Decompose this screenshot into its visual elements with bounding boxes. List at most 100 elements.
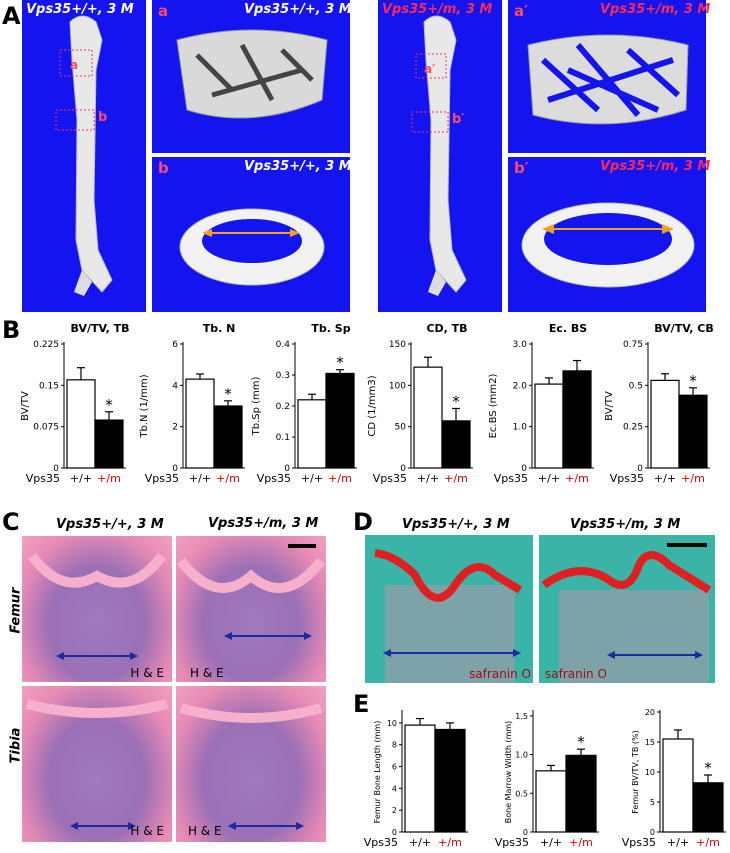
y-axis-label: Tb.Sp (mm) [251, 377, 262, 437]
significance-marker: * [704, 759, 712, 777]
safranin-mut: safranin O [539, 535, 715, 683]
panel-letter-a: A [2, 2, 21, 30]
x-category-label: +/m [569, 836, 593, 849]
y-tick-label: 1.5 [515, 712, 528, 721]
y-axis-label: Femur BV/TV, TB (%) [631, 730, 640, 813]
microct-trabecular-mut: a′ Vps35+/m, 3 M [508, 0, 710, 153]
y-tick-label: 1.0 [513, 423, 528, 433]
he-label-tibia-wt: H & E [130, 824, 164, 838]
mut-title-a: Vps35+/m, 3 M [382, 2, 493, 17]
y-tick-label: 2 [172, 423, 178, 433]
x-category-label: +/+ [417, 472, 439, 485]
femur-mut-image [411, 15, 467, 296]
y-tick-label: 2 [392, 806, 397, 815]
y-tick-label: 0.5 [515, 789, 528, 798]
y-tick-label: 150 [389, 340, 406, 350]
y-tick-label: 0 [400, 464, 406, 474]
y-axis-label: BV/TV [604, 391, 615, 421]
chart-2: Tb. Sp Tb.Sp (mm) 0 0.1 0.2 0.3 0.4 +/+ * +/m Vps3… [251, 322, 357, 485]
significance-marker: * [105, 396, 113, 414]
y-tick-label: 0 [650, 828, 655, 837]
microct-cortical-mut: b′ Vps35+/m, 3 M [508, 157, 710, 312]
panel-letter-c: C [2, 508, 20, 536]
chart-title: Ec. BS [549, 322, 587, 335]
bar-wt [535, 770, 567, 833]
trabecular-mut-image [527, 34, 689, 125]
y-tick-label: 20 [645, 708, 655, 717]
significance-marker: * [336, 354, 344, 372]
bar-mut [441, 420, 471, 469]
bar-mut [94, 419, 124, 469]
x-category-label: +/+ [667, 836, 689, 849]
y-tick-label: 0 [521, 464, 527, 474]
group-label: Vps35 [364, 836, 398, 849]
he-tibia-wt-image [25, 699, 169, 830]
y-tick-label: 8 [392, 741, 397, 750]
y-axis-label: Tb.N (1/mm) [139, 374, 150, 438]
x-category-label: +/m [681, 472, 705, 485]
y-tick-label: 10 [387, 719, 397, 728]
bar-wt [66, 379, 96, 469]
y-tick-label: 4 [172, 381, 178, 391]
y-tick-label: 0.5 [629, 381, 643, 391]
chart-5: BV/TV, CB BV/TV 0 0.25 0.5 0.75 +/+ * +/m Vps35 [604, 322, 714, 485]
roi-b-prime-label: b′ [452, 112, 465, 127]
y-tick-label: 6 [172, 340, 178, 350]
he-femur-mut: H & E [176, 536, 326, 682]
y-tick-label: 1.0 [515, 751, 528, 760]
chart-title: Tb. Sp [311, 322, 350, 335]
roi-a-label: a [70, 58, 79, 72]
scale-bar [288, 544, 316, 548]
subpanel-b-prime: b′ [514, 159, 529, 177]
chart-7: Bone Marrow Width (mm) 0 0.5 1.0 1.5 +/+ * +/m V… [495, 710, 599, 849]
bar-mut [692, 782, 724, 833]
chart-0: BV/TV, TB BV/TV 0 0.075 0.15 0.225 +/+ * +/m Vps3… [20, 322, 129, 485]
x-category-label: +/+ [540, 836, 562, 849]
significance-marker: * [224, 385, 232, 403]
panel-letter-d: D [353, 508, 373, 536]
trabecular-wt-image [176, 29, 328, 119]
y-tick-label: 0.75 [623, 340, 643, 350]
x-category-label: +/+ [301, 472, 323, 485]
group-label: Vps35 [494, 472, 528, 485]
y-tick-label: 100 [389, 381, 406, 391]
he-femur-wt-image [28, 552, 166, 660]
he-tibia-mut: H & E [176, 686, 326, 842]
y-tick-label: 0 [172, 464, 178, 474]
significance-marker: * [689, 372, 697, 390]
y-axis-label: CD (1/mm3) [367, 375, 378, 436]
significance-marker: * [452, 392, 460, 410]
panel-letter-e: E [353, 690, 370, 718]
femur-wt-image [55, 15, 113, 296]
y-tick-label: 0.25 [623, 423, 643, 433]
group-label: Vps35 [145, 472, 179, 485]
group-label: Vps35 [610, 472, 644, 485]
y-tick-label: 3.0 [513, 340, 528, 350]
group-label: Vps35 [373, 472, 407, 485]
bar-wt [650, 379, 680, 469]
y-tick-label: 0 [284, 464, 290, 474]
y-tick-label: 0 [523, 828, 528, 837]
microct-trabecular-wt: a Vps35+/+, 3 M [152, 0, 352, 153]
x-category-label: +/m [328, 472, 352, 485]
y-tick-label: 0 [53, 464, 59, 474]
panel-d-mut-title: Vps35+/m, 3 M [570, 517, 681, 532]
y-tick-label: 0.1 [276, 433, 290, 443]
bar-wt [404, 724, 436, 833]
bar-wt [413, 366, 443, 469]
y-axis-label: BV/TV [20, 391, 31, 421]
mut-title-a-sub: Vps35+/m, 3 M [600, 2, 711, 17]
bar-wt [662, 738, 694, 833]
y-tick-label: 0.4 [276, 340, 291, 350]
bar-wt [185, 378, 215, 469]
chart-4: Ec. BS Ec.BS (mm2) 0 1.0 2.0 3.0 +/+ +/m Vps35 [488, 322, 594, 485]
bar-mut [434, 728, 466, 833]
panel-letter-b: B [2, 316, 21, 344]
bar-wt [534, 383, 564, 469]
microct-femur-mut: Vps35+/m, 3 M a′ b′ [378, 0, 502, 312]
he-label-tibia-mut: H & E [188, 824, 222, 838]
subpanel-a-prime: a′ [514, 2, 529, 20]
y-axis-label: Femur Bone Length (mm) [373, 721, 382, 824]
chart-1: Tb. N Tb.N (1/mm) 0 2 4 6 +/+ * +/m Vps35 [139, 322, 245, 485]
microct-cortical-wt: b Vps35+/+, 3 M [152, 157, 352, 312]
